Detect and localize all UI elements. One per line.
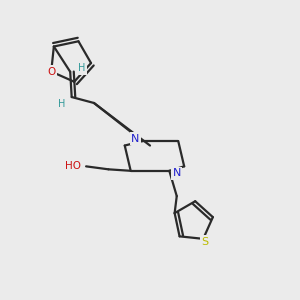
Text: O: O: [47, 67, 55, 76]
Text: HO: HO: [65, 161, 81, 171]
Text: N: N: [131, 134, 139, 144]
Text: N: N: [172, 168, 181, 178]
Text: H: H: [58, 99, 65, 109]
Text: S: S: [201, 237, 208, 247]
Text: H: H: [78, 63, 85, 73]
